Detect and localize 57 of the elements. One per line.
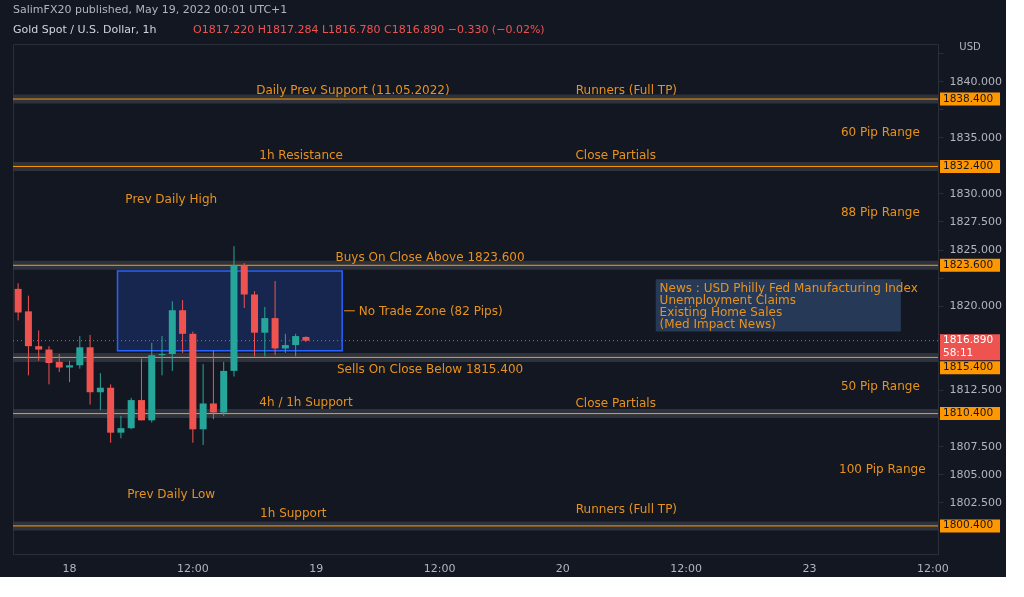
candlestick [261,306,269,357]
annotation: 60 Pip Range [840,124,920,139]
annotation: News : USD Philly Fed Manufacturing Index Unemployment Claims Existing Home Sales (Med Impact News) [659,281,918,332]
candlestick [66,360,74,383]
text: USD [959,41,981,52]
annotation: 1h Resistance [259,148,344,163]
annotation: 100 Pip Range [839,462,926,477]
candlestick [76,335,84,370]
x-tick-label: 20 [555,561,570,575]
ref-line-label: 1800.400 [943,518,994,531]
y-tick-label: 1805.000 [949,467,1002,481]
x-tick-label: 18 [62,561,77,575]
y-tick-label: 1820.000 [949,299,1002,313]
annotation: Runners (Full TP) [575,83,678,98]
ref-line-label: 1838.400 [943,91,994,104]
candlestick [96,372,104,411]
x-tick-label: 12:00 [177,561,209,575]
candlestick [209,350,217,420]
candlestick [117,415,125,439]
ref-line-label: 1815.400 [943,360,994,373]
x-tick-label: 12:00 [423,561,456,575]
annotation: Sells On Close Below 1815.400 [336,361,524,376]
y-tick-label: 1825.000 [949,243,1002,257]
annotation: Prev Daily High [125,191,218,206]
annotation: Buys On Close Above 1823.600 [335,249,525,264]
annotation: Daily Prev Support (11.05.2022) [256,83,450,98]
band-label: No Trade Zone (82 Pips) [358,303,503,318]
annotation: 88 Pip Range [840,205,920,220]
annotation: Close Partials [575,396,656,411]
annotation: 50 Pip Range [840,378,920,393]
annotation: 4h / 1h Support [259,395,354,410]
text: SalimFX20 published, May 19, 2022 00:01 UTC+1 [13,3,288,16]
annotation: Prev Daily Low [127,486,216,501]
x-tick-label: 12:00 [670,561,703,575]
chart-title: Gold Spot / U.S. Dollar, 1h [13,23,157,36]
y-tick-label: 1812.500 [949,383,1002,397]
ref-line-label: 1816.890 58:11 [943,333,994,359]
candlestick [45,345,53,385]
annotation: 1h Support [260,505,327,520]
annotation: Runners (Full TP) [575,501,678,516]
candlestick [14,282,22,321]
y-tick-label: 1802.500 [949,495,1002,509]
x-tick-label: 12:00 [917,561,949,575]
y-tick-label: 1807.500 [949,439,1002,453]
annotation: Close Partials [575,148,656,163]
y-tick-label: 1840.000 [949,74,1002,88]
candlestick [292,333,300,357]
y-tick-label: 1830.000 [949,186,1002,200]
x-tick-label: 19 [309,561,324,575]
y-tick-label: 1835.000 [949,130,1002,144]
ref-line-label: 1823.600 [943,257,994,270]
candlestick [137,358,145,421]
ref-line-label: 1810.400 [943,406,994,419]
x-tick-label: 23 [802,561,817,575]
ref-line-label: 1832.400 [943,158,994,171]
y-tick-label: 1827.500 [949,214,1002,228]
chart-subtitle: O1817.220 H1817.284 L1816.780 C1816.890 −0.330 (−0.02%) [193,23,545,36]
